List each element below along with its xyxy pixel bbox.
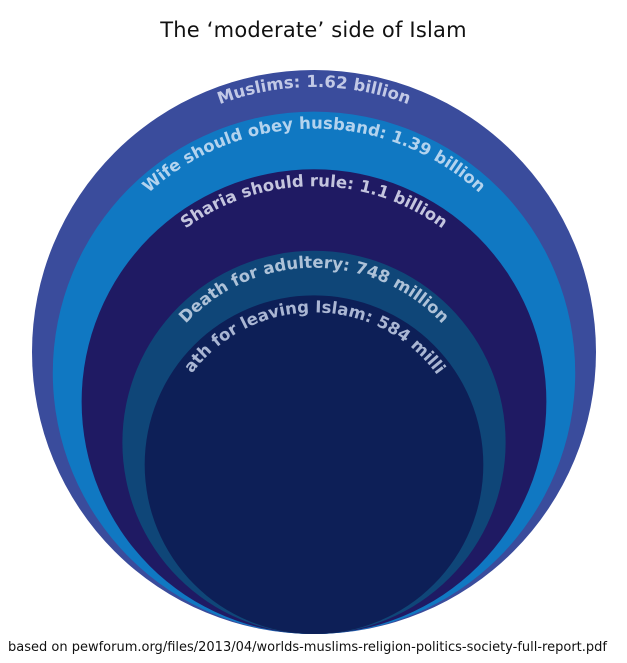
chart-title: The ‘moderate’ side of Islam [160, 18, 467, 42]
source-note: based on pewforum.org/files/2013/04/worl… [8, 640, 607, 655]
circle-death-for-leaving-islam [144, 295, 484, 634]
